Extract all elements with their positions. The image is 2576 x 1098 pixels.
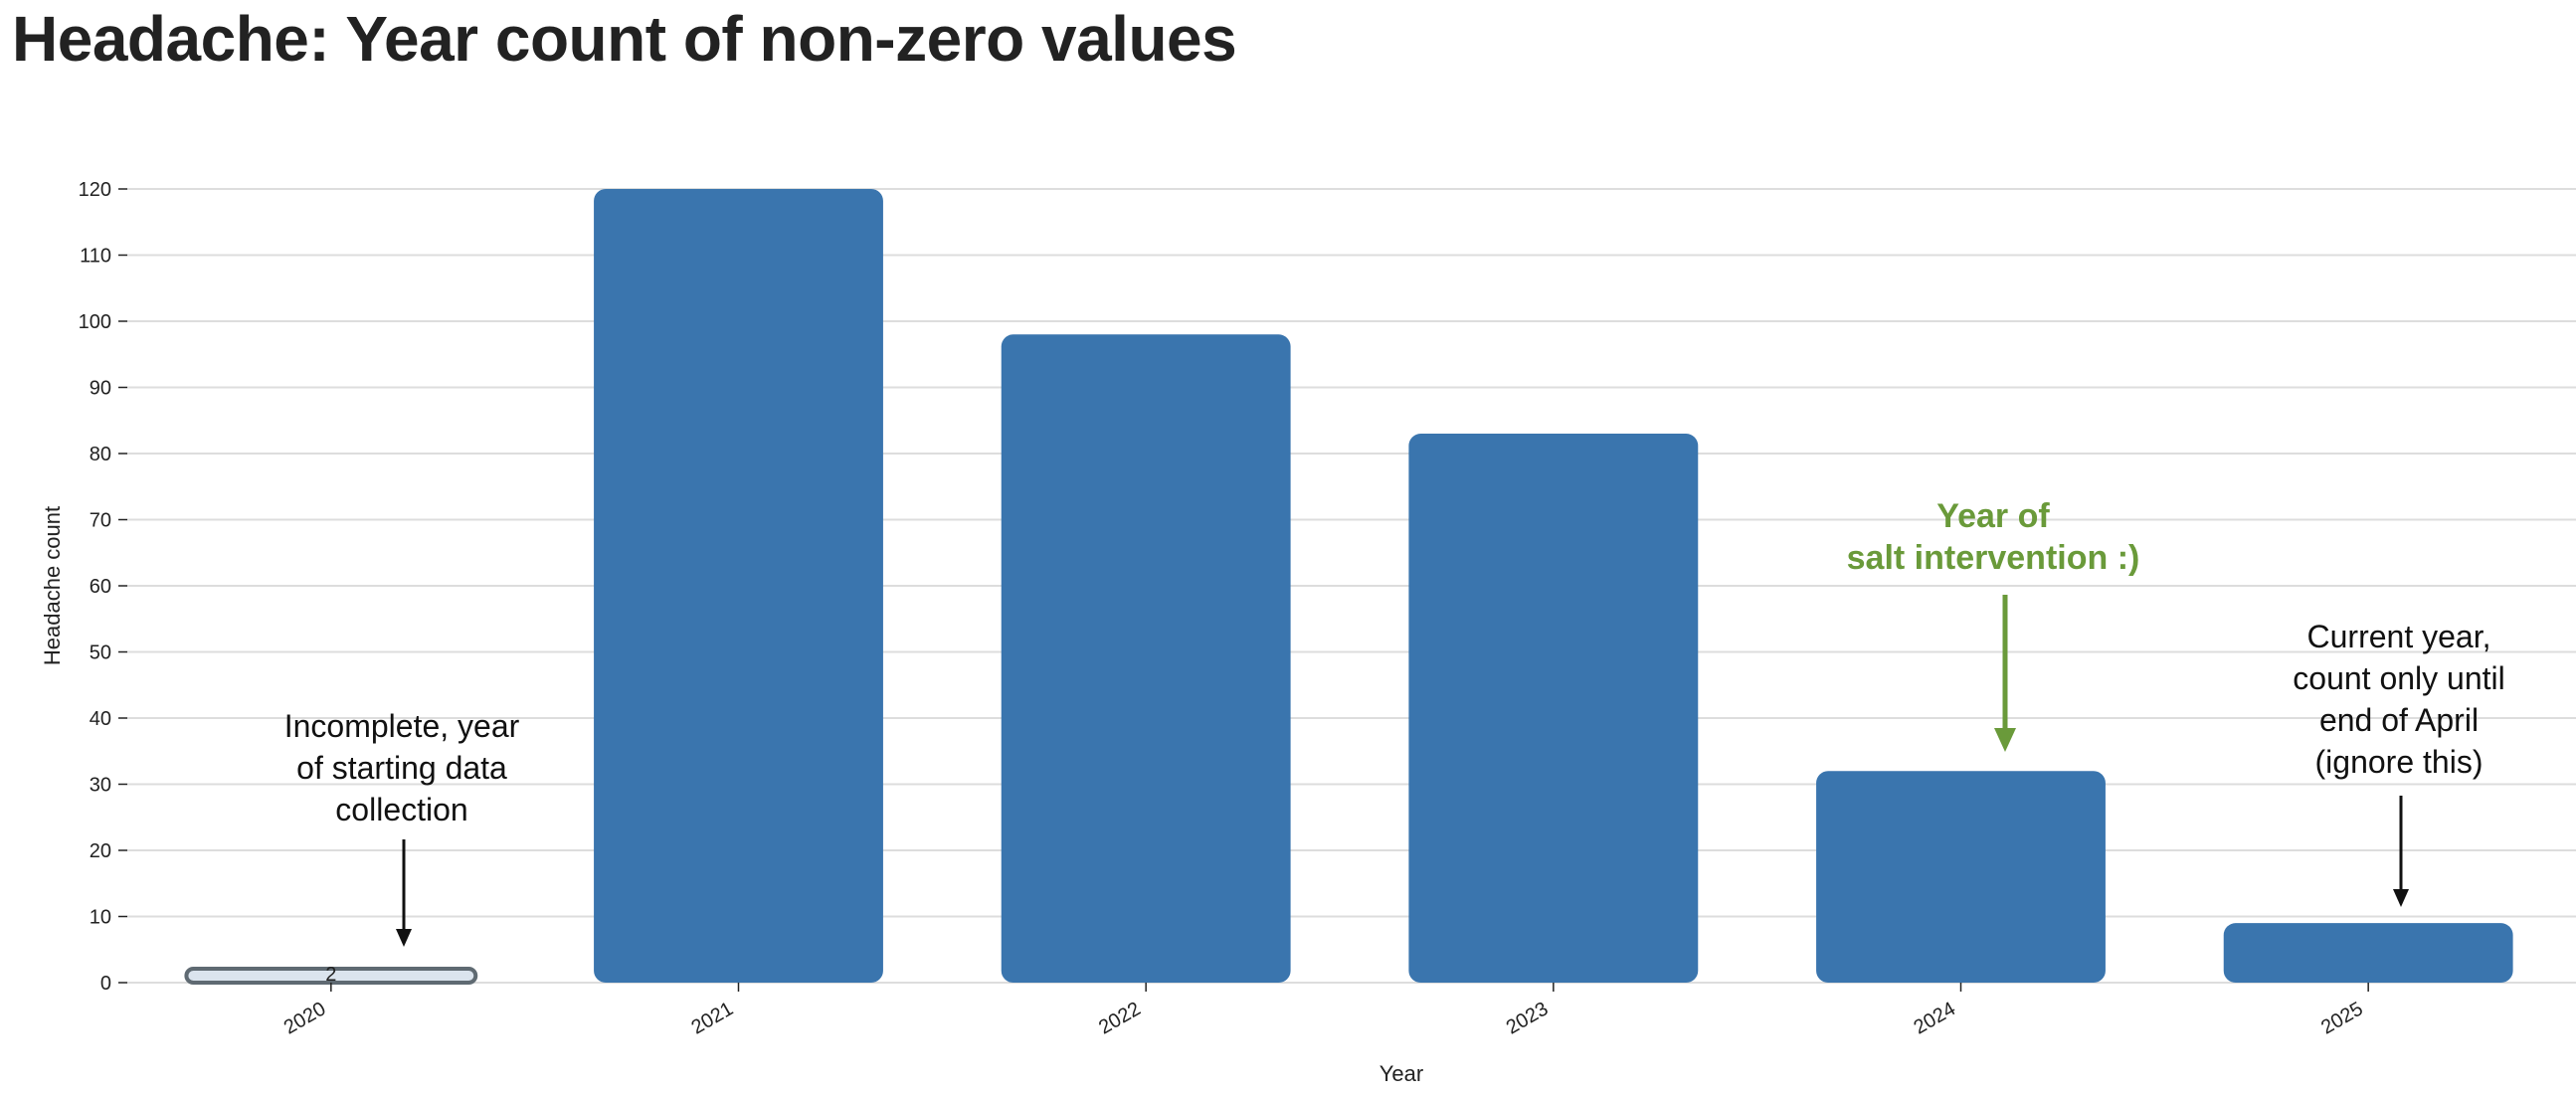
x-tick-label-2020: 2020	[280, 998, 330, 1038]
y-axis: 0 10 20 30 40 50 60 70 80 90 100 110 120	[79, 179, 127, 995]
x-axis: 2020 2021 2022 2023 2024 2025	[280, 983, 2369, 1039]
y-tick-label: 120	[79, 179, 111, 201]
x-tick-label-2024: 2024	[1910, 998, 1959, 1038]
bars: 2	[184, 189, 2513, 986]
annotation-2025-line: end of April	[2319, 702, 2479, 738]
y-tick-label: 70	[90, 510, 111, 532]
bar-2024	[1816, 771, 2106, 983]
y-tick-label: 10	[90, 907, 111, 929]
x-axis-label: Year	[1380, 1061, 1423, 1086]
x-tick-label-2022: 2022	[1095, 998, 1145, 1038]
y-tick-label: 20	[90, 840, 111, 862]
y-tick-label: 50	[90, 642, 111, 664]
x-tick-label-2023: 2023	[1503, 998, 1553, 1038]
annotation-2025-line: Current year,	[2307, 619, 2491, 654]
page-title: Headache: Year count of non-zero values	[12, 3, 1237, 75]
annotations: Incomplete, year of starting data collecti…	[284, 497, 2505, 947]
annotation-2025-line: (ignore this)	[2315, 744, 2484, 780]
annotation-2024-line: Year of	[1936, 497, 2050, 535]
y-tick-label: 80	[90, 444, 111, 465]
bar-2022	[1001, 334, 1291, 983]
annotation-2020-line: Incomplete, year	[284, 708, 520, 744]
y-tick-label: 90	[90, 378, 111, 400]
annotation-arrowhead-2024	[1994, 728, 2016, 752]
y-tick-label: 40	[90, 708, 111, 730]
y-tick-label: 100	[79, 311, 111, 333]
bar-2025	[2223, 923, 2513, 983]
y-tick-label: 110	[80, 246, 111, 268]
y-tick-label: 30	[90, 775, 111, 797]
annotation-2020-line: of starting data	[296, 750, 507, 786]
annotation-2020-line: collection	[335, 792, 467, 827]
y-tick-label: 60	[90, 576, 111, 598]
x-tick-label-2021: 2021	[687, 998, 737, 1038]
annotation-arrowhead-2020	[396, 929, 412, 947]
x-tick-label-2025: 2025	[2317, 998, 2367, 1038]
bar-2023	[1408, 434, 1699, 983]
annotation-2024-line: salt intervention :)	[1847, 539, 2140, 577]
y-axis-label: Headache count	[40, 506, 65, 665]
grid-lines	[127, 188, 2576, 984]
value-label-2020: 2	[325, 964, 336, 986]
annotation-2025-line: count only until	[2293, 660, 2504, 696]
y-tick-label: 0	[100, 973, 111, 995]
bar-2021	[594, 189, 883, 983]
annotation-arrowhead-2025	[2393, 889, 2409, 907]
